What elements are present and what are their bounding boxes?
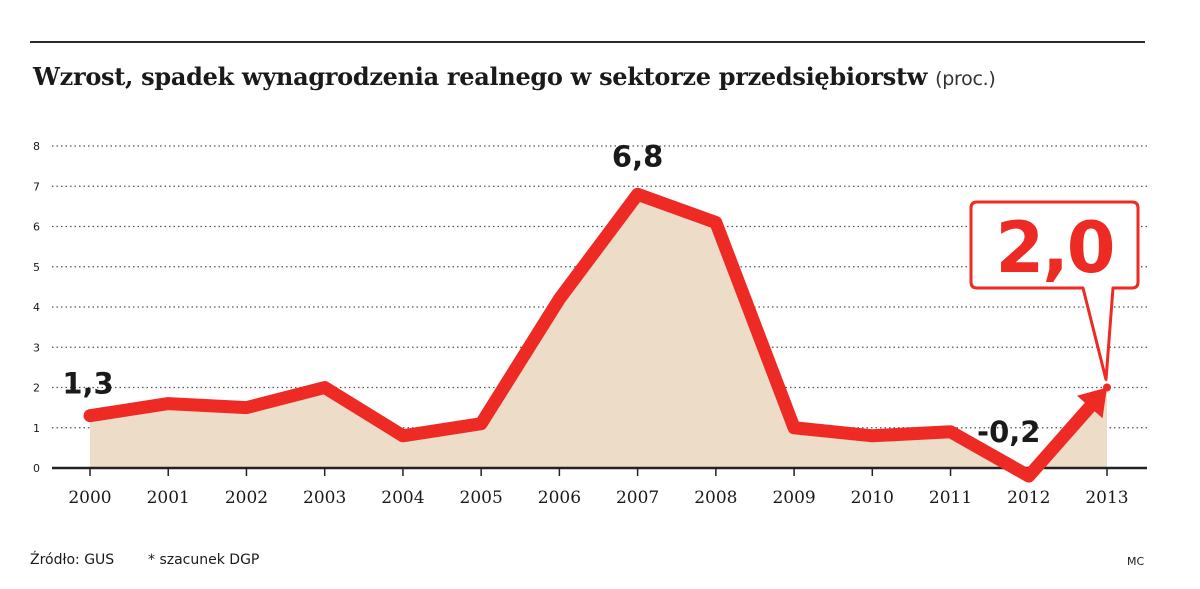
y-tick-label: 0: [33, 462, 40, 475]
data-point: [242, 403, 251, 412]
x-tick-label: 2012: [1007, 488, 1050, 508]
y-tick-label: 2: [33, 382, 40, 395]
data-point: [164, 399, 173, 408]
arrow-head: [1077, 387, 1107, 419]
data-point: [477, 419, 486, 428]
data-point: [868, 431, 877, 440]
x-tick-label: 2002: [225, 488, 268, 508]
data-point: [1103, 383, 1111, 392]
x-tick-label: 2003: [303, 488, 346, 508]
chart-title: Wzrost, spadek wynagrodzenia realnego w …: [33, 62, 996, 91]
y-tick-label: 5: [33, 261, 40, 274]
x-tick-label: 2008: [694, 488, 737, 508]
x-tick-label: 2000: [68, 488, 111, 508]
author-initials: MC: [1127, 555, 1145, 568]
x-tick-label: 2004: [381, 488, 424, 508]
x-tick-label: 2009: [772, 488, 815, 508]
data-label: 1,3: [62, 367, 113, 401]
data-point: [398, 431, 407, 440]
data-label: 6,8: [612, 139, 663, 173]
data-point: [633, 190, 642, 199]
x-tick-label: 2013: [1085, 488, 1128, 508]
data-point: [790, 423, 799, 432]
data-point: [320, 383, 329, 392]
chart-title-text: Wzrost, spadek wynagrodzenia realnego w …: [33, 62, 928, 91]
callout-box: [969, 200, 1140, 381]
source-note: Źródło: GUS: [30, 552, 115, 568]
y-tick-label: 8: [33, 140, 40, 153]
data-label: -0,2: [977, 415, 1040, 449]
series-line: [83, 187, 1098, 483]
highlight-callout: 2,0: [969, 200, 1140, 381]
x-axis-ticks: 2000 2001 2002 2003 2004 2005 2006 2007 2008 2009…: [68, 468, 1129, 508]
data-point: [555, 294, 564, 303]
y-tick-label: 4: [33, 301, 40, 314]
data-point: [946, 427, 955, 436]
data-points: [86, 190, 1111, 481]
y-tick-label: 7: [33, 180, 40, 193]
y-tick-label: 3: [33, 341, 40, 354]
y-axis-ticks: 0 1 2 3 4 5 6 7 8: [33, 140, 40, 475]
x-tick-label: 2011: [929, 488, 972, 508]
x-tick-label: 2006: [538, 488, 581, 508]
callout-value-label: 2,0: [995, 207, 1113, 289]
chart-unit: (proc.): [935, 68, 996, 90]
top-rule: [30, 41, 1145, 43]
y-tick-label: 6: [33, 221, 40, 234]
estimate-note: * szacunek DGP: [148, 552, 260, 568]
data-labels: 1,3 6,8 -0,2: [62, 139, 1040, 449]
x-tick-label: 2007: [616, 488, 659, 508]
data-point: [1024, 472, 1033, 481]
data-point: [86, 411, 94, 420]
x-tick-label: 2010: [851, 488, 894, 508]
y-tick-label: 1: [33, 422, 40, 435]
x-tick-label: 2005: [460, 488, 503, 508]
data-point: [711, 218, 720, 227]
x-tick-label: 2001: [147, 488, 190, 508]
